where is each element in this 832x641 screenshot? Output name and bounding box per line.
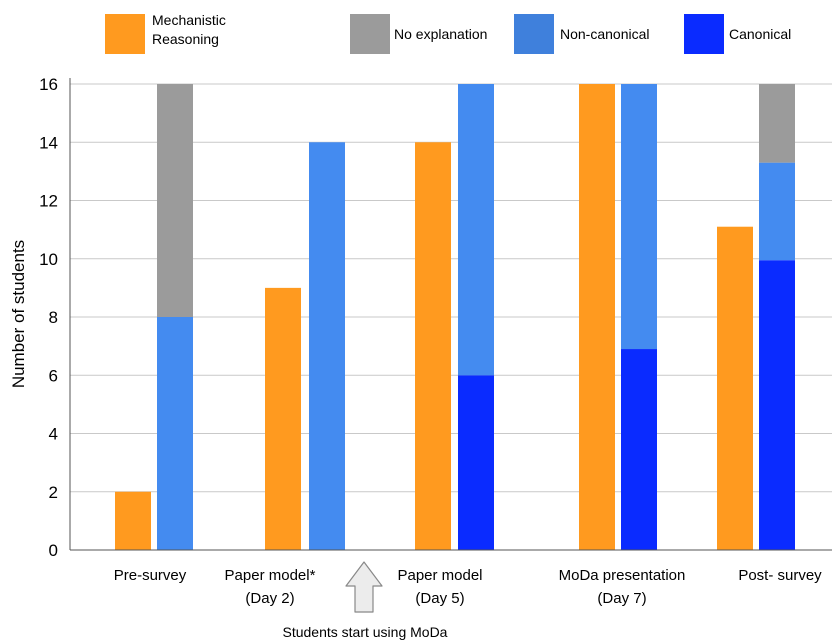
- bar-no-explanation: [759, 84, 795, 163]
- legend: Mechanistic Reasoning No explanation Non-ca…: [105, 12, 791, 54]
- legend-swatch: [105, 14, 145, 54]
- annotation: Students start using MoDa: [283, 561, 448, 640]
- y-tick-label: 2: [49, 483, 58, 502]
- y-tick-label: 6: [49, 366, 58, 385]
- legend-label: No explanation: [394, 26, 487, 42]
- x-tick-label: Post- survey: [738, 567, 822, 584]
- axes: [69, 78, 832, 551]
- y-tick-label: 8: [49, 308, 58, 327]
- y-tick-label: 10: [39, 250, 58, 269]
- annotation-text: Students start using MoDa: [283, 624, 448, 640]
- bar-canonical: [458, 375, 494, 550]
- x-tick-label: MoDa presentation: [559, 567, 686, 584]
- legend-label: Canonical: [729, 26, 791, 42]
- legend-swatch: [684, 14, 724, 54]
- y-tick-label: 4: [49, 425, 58, 444]
- x-tick-sublabel: (Day 7): [597, 590, 646, 607]
- y-tick-label: 12: [39, 192, 58, 211]
- y-tick-label: 14: [39, 133, 58, 152]
- legend-swatch: [350, 14, 390, 54]
- bar-canonical: [759, 260, 795, 550]
- x-tick-label: Pre-survey: [114, 567, 187, 584]
- y-tick-label: 0: [49, 541, 58, 560]
- x-tick-label: Paper model*: [225, 567, 316, 584]
- x-tick-label: Paper model: [397, 567, 482, 584]
- legend-swatch: [514, 14, 554, 54]
- bar-non-canonical: [157, 317, 193, 550]
- bar-non-canonical: [458, 84, 494, 376]
- y-axis-label: Number of students: [9, 240, 28, 388]
- bar-mechanistic-reasoning: [115, 491, 151, 550]
- legend-label: Mechanistic: [152, 12, 226, 28]
- bar-mechanistic-reasoning: [717, 226, 753, 550]
- up-arrow-icon: [345, 561, 383, 613]
- x-tick-sublabel: (Day 5): [415, 590, 464, 607]
- bar-non-canonical: [759, 162, 795, 261]
- bar-mechanistic-reasoning: [265, 287, 301, 550]
- y-tick-labels: 0 2 4 6 8 10 12 14 16: [39, 75, 58, 560]
- x-tick-sublabel: (Day 2): [245, 590, 294, 607]
- y-tick-label: 16: [39, 75, 58, 94]
- bar-non-canonical: [621, 84, 657, 350]
- bars: [115, 84, 795, 550]
- bar-mechanistic-reasoning: [415, 142, 451, 550]
- x-tick-labels: Pre-survey Paper model* (Day 2) Paper model…: [114, 567, 822, 607]
- legend-label: Reasoning: [152, 31, 219, 47]
- bar-non-canonical: [309, 142, 345, 550]
- bar-mechanistic-reasoning: [579, 84, 615, 550]
- bar-no-explanation: [157, 84, 193, 317]
- legend-label: Non-canonical: [560, 26, 650, 42]
- bar-canonical: [621, 349, 657, 550]
